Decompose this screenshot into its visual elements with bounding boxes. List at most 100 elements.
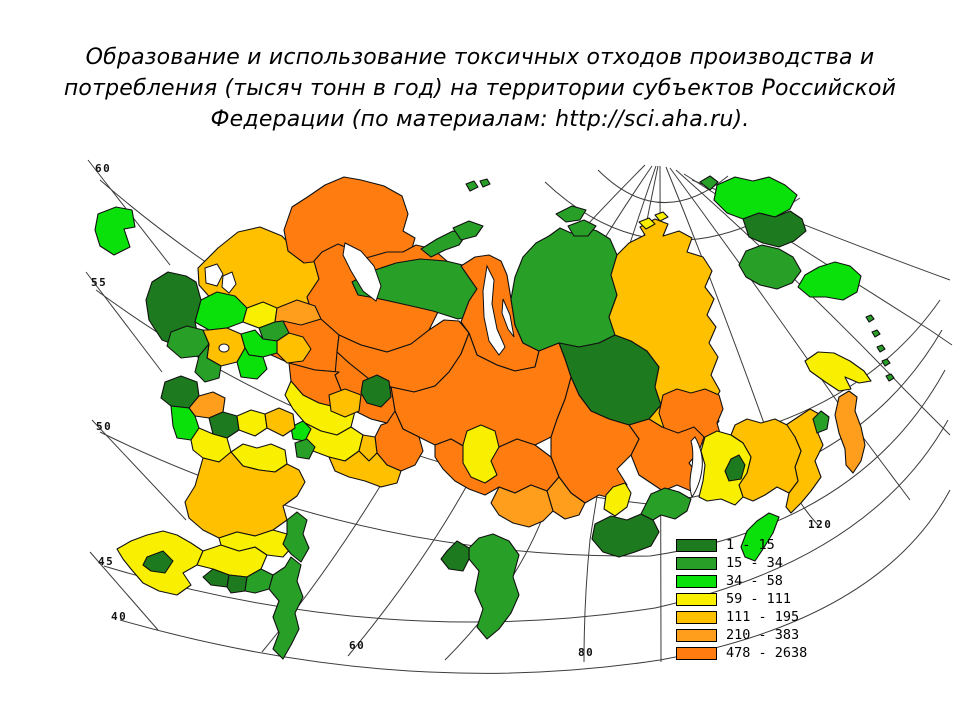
map-region (184, 451, 306, 539)
title-line-1: Образование и использование токсичных от… (85, 45, 875, 70)
map-region (834, 390, 866, 474)
map-region (871, 329, 881, 338)
legend-item: 15 - 34 (676, 554, 807, 572)
map-region (276, 332, 312, 364)
map-region (638, 217, 656, 230)
legend-range-label: 1 - 15 (726, 537, 775, 553)
map-region (142, 550, 174, 574)
legend-item: 478 - 2638 (676, 644, 807, 662)
map-region (865, 314, 875, 323)
map-region (236, 347, 268, 380)
graticule-line (89, 551, 159, 631)
graticule-line (91, 419, 187, 521)
graticule-label: 40 (111, 610, 127, 623)
map-region (698, 430, 752, 506)
water-body (482, 264, 506, 356)
water-body (501, 298, 515, 338)
graticule-line (103, 419, 949, 623)
map-region (188, 391, 226, 419)
map-region (881, 358, 891, 367)
legend-color-swatch (676, 646, 717, 660)
graticule-label: 50 (96, 420, 112, 433)
map-region (360, 374, 392, 408)
title-line-3: Федерации (по материалам: http://sci.aha… (210, 107, 750, 132)
map-region (804, 351, 872, 392)
map-legend: 1 - 15 15 - 34 34 - 58 59 - 111 111 - 195 210… (676, 536, 807, 662)
map-region (812, 410, 830, 434)
legend-range-label: 15 - 34 (726, 555, 783, 571)
map-region (640, 487, 692, 521)
map-region (328, 450, 402, 488)
legend-range-label: 210 - 383 (726, 627, 800, 643)
map-region (170, 405, 200, 441)
map-region (603, 482, 632, 517)
map-region (94, 206, 136, 256)
map-region (699, 175, 719, 191)
map-region (740, 512, 780, 562)
graticule-label: 45 (98, 555, 114, 568)
map-region (268, 556, 304, 660)
map-region (555, 205, 587, 223)
legend-item: 111 - 195 (676, 608, 807, 626)
legend-item: 1 - 15 (676, 536, 807, 554)
map-region (742, 210, 807, 248)
legend-color-swatch (676, 574, 717, 588)
legend-color-swatch (676, 610, 717, 624)
graticule-line (119, 489, 951, 674)
map-region (202, 568, 230, 588)
map-region (876, 344, 886, 353)
map-region (328, 388, 362, 418)
water-body (689, 436, 703, 499)
graticule-label: 55 (91, 276, 107, 289)
map-region (608, 218, 721, 434)
legend-color-swatch (676, 538, 717, 552)
legend-item: 34 - 58 (676, 572, 807, 590)
legend-color-swatch (676, 556, 717, 570)
map-region (546, 476, 586, 520)
map-region (654, 211, 669, 222)
water-body (204, 263, 224, 287)
map-region (264, 407, 296, 437)
map-region (274, 299, 322, 326)
legend-range-label: 478 - 2638 (726, 645, 808, 661)
map-region (440, 540, 470, 572)
map-region (465, 180, 479, 192)
map-region (290, 420, 312, 442)
map-region (294, 438, 316, 460)
slide-title: Образование и использование токсичных от… (30, 42, 930, 135)
map-region (591, 513, 660, 558)
graticule-label: 120 (808, 518, 832, 531)
title-line-2: потребления (тысяч тонн в год) на террит… (63, 76, 897, 101)
map-region (282, 511, 310, 563)
map-region (797, 261, 862, 301)
graticule-label: 60 (95, 162, 111, 175)
map-region (885, 373, 895, 382)
graticule-label: 60 (349, 639, 365, 652)
map-region (479, 178, 491, 188)
map-region (510, 225, 618, 352)
water-body (342, 242, 382, 302)
legend-range-label: 111 - 195 (726, 609, 800, 625)
water-body (218, 343, 230, 353)
map-region (452, 220, 484, 241)
map-region (374, 410, 424, 472)
map-region (738, 244, 802, 290)
legend-range-label: 34 - 58 (726, 573, 783, 589)
legend-item: 210 - 383 (676, 626, 807, 644)
legend-range-label: 59 - 111 (726, 591, 792, 607)
graticule-line (675, 169, 951, 436)
legend-color-swatch (676, 628, 717, 642)
map-region (490, 484, 554, 528)
map-region (226, 574, 248, 594)
map-region (468, 533, 520, 640)
water-body (221, 271, 237, 294)
legend-item: 59 - 111 (676, 590, 807, 608)
map-region (218, 529, 294, 558)
map-region (567, 219, 597, 237)
map-region (194, 343, 222, 383)
legend-color-swatch (676, 592, 717, 606)
map-region (236, 409, 268, 437)
map-region (462, 424, 500, 484)
